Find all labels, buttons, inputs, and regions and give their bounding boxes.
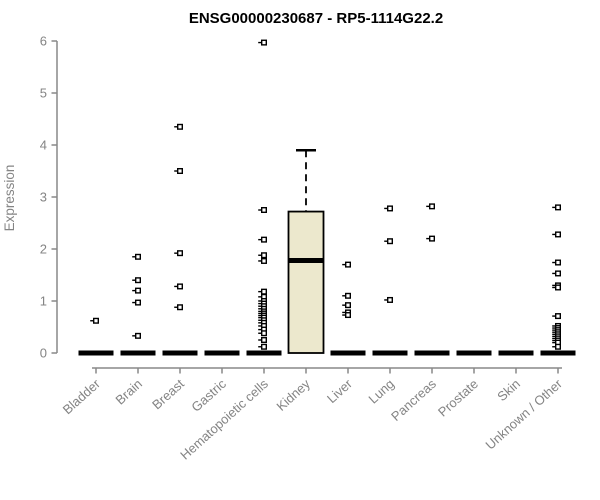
x-tick-label: Breast (149, 376, 187, 413)
outlier-point (345, 292, 352, 299)
outlier-point (345, 302, 352, 309)
collapsed-box-bar (456, 350, 492, 356)
collapsed-box-bar (120, 350, 156, 356)
outlier-point (176, 167, 183, 174)
y-tick-label: 1 (40, 294, 47, 309)
outlier-point (555, 270, 562, 277)
outlier-point (261, 330, 268, 337)
x-tick-label: Prostate (435, 376, 481, 420)
collapsed-box-bar (372, 350, 408, 356)
outlier-point (429, 203, 436, 210)
outlier-point (261, 343, 268, 350)
outlier-point (555, 284, 562, 291)
outlier-point (134, 299, 141, 306)
outlier-point (555, 231, 562, 238)
collapsed-box-bar (78, 350, 114, 356)
y-tick-label: 0 (40, 346, 47, 361)
outlier-point (555, 343, 562, 350)
outlier-point (134, 332, 141, 339)
outlier-point (176, 123, 183, 130)
outlier-point (176, 250, 183, 257)
collapsed-box-bar (414, 350, 450, 356)
outlier-point (387, 205, 394, 212)
x-tick-label: Brain (112, 376, 145, 407)
y-tick-label: 2 (40, 242, 47, 257)
outlier-point (555, 204, 562, 211)
outlier-point (345, 312, 352, 319)
x-tick-label: Lung (365, 376, 397, 406)
y-tick-label: 5 (40, 86, 47, 101)
collapsed-box-bar (204, 350, 240, 356)
chart-title: ENSG00000230687 - RP5-1114G22.2 (189, 10, 443, 27)
outlier-point (176, 304, 183, 311)
x-tick-label: Kidney (273, 376, 313, 414)
outlier-point (555, 259, 562, 266)
outlier-point (134, 253, 141, 260)
collapsed-box-bar (540, 350, 576, 356)
y-tick-label: 3 (40, 190, 47, 205)
outlier-point (261, 236, 268, 243)
y-tick-label: 4 (40, 138, 47, 153)
outlier-point (429, 235, 436, 242)
outlier-point (261, 39, 268, 46)
collapsed-box-bar (498, 350, 534, 356)
outlier-point (176, 283, 183, 290)
plot-content (78, 39, 576, 356)
x-tick-label: Liver (324, 376, 355, 406)
collapsed-box-bar (330, 350, 366, 356)
y-tick-label: 6 (40, 34, 47, 49)
outlier-point (261, 337, 268, 344)
box (287, 210, 325, 354)
outlier-point (261, 206, 268, 213)
outlier-point (261, 252, 268, 259)
collapsed-box-bar (162, 350, 198, 356)
x-tick-label: Skin (494, 376, 523, 404)
outlier-point (555, 313, 562, 320)
x-tick-label: Unknown / Other (482, 376, 565, 453)
outlier-point (92, 317, 99, 324)
outlier-point (261, 257, 268, 264)
x-tick-label: Bladder (60, 376, 104, 418)
outlier-point (345, 261, 352, 268)
outlier-point (387, 296, 394, 303)
x-tick-label: Pancreas (388, 376, 439, 424)
outlier-point (261, 288, 268, 295)
y-axis-label: Expression (2, 165, 17, 232)
collapsed-box-bar (246, 350, 282, 356)
outlier-point (134, 277, 141, 284)
outlier-point (134, 287, 141, 294)
outlier-point (387, 238, 394, 245)
